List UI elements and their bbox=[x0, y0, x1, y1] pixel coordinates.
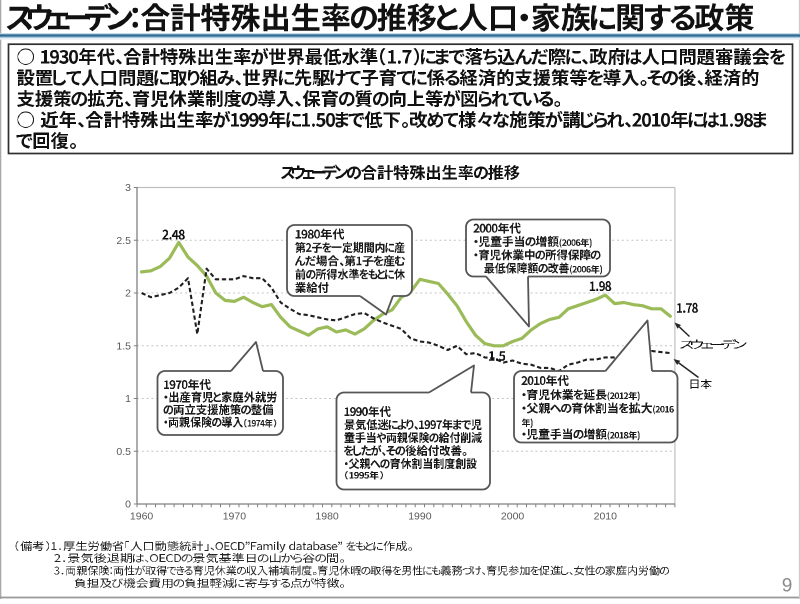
svg-text:1960: 1960 bbox=[130, 511, 154, 523]
svg-text:1: 1 bbox=[125, 393, 131, 405]
svg-text:1990: 1990 bbox=[408, 511, 432, 523]
svg-text:2010: 2010 bbox=[594, 511, 618, 523]
svg-text:3: 3 bbox=[125, 182, 131, 194]
svg-text:9: 9 bbox=[782, 576, 793, 597]
svg-text:1.5: 1.5 bbox=[116, 340, 131, 352]
svg-text:0.5: 0.5 bbox=[116, 446, 131, 458]
svg-text:1970: 1970 bbox=[223, 511, 247, 523]
svg-text:1980: 1980 bbox=[315, 511, 339, 523]
svg-text:2.5: 2.5 bbox=[116, 235, 131, 247]
svg-text:0: 0 bbox=[125, 499, 131, 511]
svg-text:2000: 2000 bbox=[501, 511, 525, 523]
svg-text:2: 2 bbox=[125, 288, 131, 300]
